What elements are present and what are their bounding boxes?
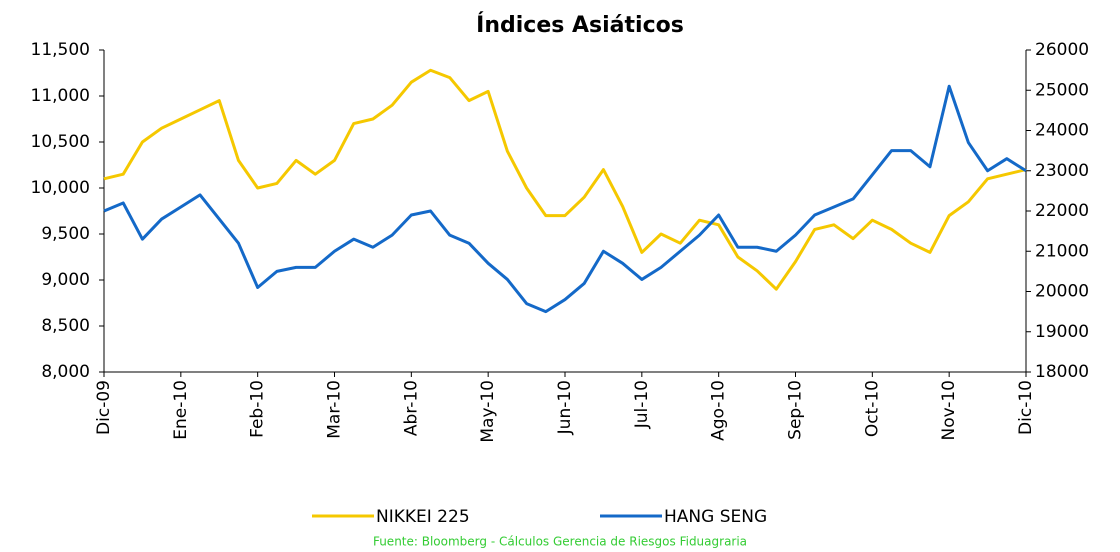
x-tick-label: Jun-10	[555, 380, 575, 435]
y-tick-label: 11,500	[31, 40, 90, 60]
legend-label: NIKKEI 225	[376, 507, 470, 527]
series-line	[103, 68, 1027, 291]
x-tick-label: Ene-10	[171, 380, 191, 440]
x-tick-label: Ago-10	[709, 380, 729, 441]
series-line	[103, 84, 1027, 314]
x-tick-label: Jul-10	[632, 380, 652, 429]
x-tick-label: Dic-09	[94, 380, 114, 435]
y2-tick-label: 23000	[1035, 161, 1089, 181]
y-tick-label: 10,500	[31, 132, 90, 152]
y2-tick-label: 26000	[1035, 40, 1089, 60]
y2-tick-label: 21000	[1035, 241, 1089, 261]
x-tick-label: Oct-10	[862, 380, 882, 437]
legend-label: HANG SENG	[664, 507, 767, 527]
y-tick-label: 8,000	[41, 362, 90, 382]
x-tick-label: May-10	[478, 380, 498, 443]
x-tick-label: Abr-10	[401, 380, 421, 436]
x-tick-label: Nov-10	[939, 380, 959, 441]
x-tick-label: Feb-10	[248, 380, 268, 438]
y-tick-label: 8,500	[41, 316, 90, 336]
y-tick-label: 11,000	[31, 86, 90, 106]
y2-tick-label: 18000	[1035, 362, 1089, 382]
x-tick-label: Dic-10	[1016, 380, 1036, 435]
chart-title: Índices Asiáticos	[476, 12, 684, 38]
y-tick-label: 10,000	[31, 178, 90, 198]
y2-tick-label: 20000	[1035, 282, 1089, 302]
y2-tick-label: 25000	[1035, 80, 1089, 100]
y2-tick-label: 19000	[1035, 322, 1089, 342]
y2-tick-label: 22000	[1035, 201, 1089, 221]
source-note: Fuente: Bloomberg - Cálculos Gerencia de…	[373, 535, 747, 549]
y-tick-label: 9,000	[41, 270, 90, 290]
x-tick-label: Sep-10	[786, 380, 806, 440]
y2-tick-label: 24000	[1035, 121, 1089, 141]
y-tick-label: 9,500	[41, 224, 90, 244]
x-tick-label: Mar-10	[325, 380, 345, 439]
